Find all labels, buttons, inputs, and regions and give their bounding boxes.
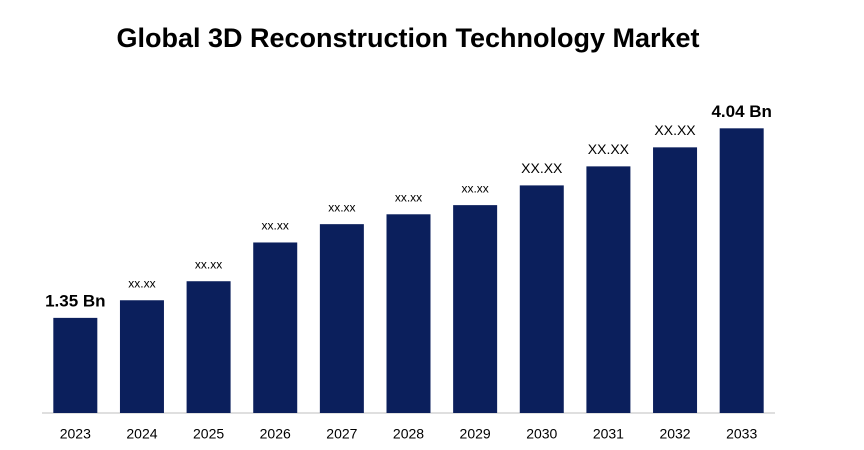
bar	[453, 205, 498, 413]
x-tick-label: 2032	[659, 426, 690, 442]
data-label: XX.XX	[588, 141, 630, 157]
bar	[653, 147, 698, 414]
bar	[319, 224, 364, 413]
data-label: 1.35 Bn	[45, 291, 105, 310]
bar	[719, 128, 764, 413]
data-label: 4.04 Bn	[711, 102, 771, 121]
data-label: xx.xx	[461, 181, 488, 195]
data-label: xx.xx	[395, 190, 422, 204]
bar	[519, 185, 564, 413]
data-label: xx.xx	[128, 276, 155, 290]
x-tick-label: 2027	[326, 426, 357, 442]
bar	[253, 242, 298, 413]
x-tick-label: 2033	[726, 426, 757, 442]
bar	[386, 214, 431, 413]
x-tick-label: 2023	[60, 426, 91, 442]
data-label: xx.xx	[195, 257, 222, 271]
x-tick-label: 2030	[526, 426, 557, 442]
x-tick-label: 2028	[393, 426, 424, 442]
x-tick-label: 2025	[193, 426, 224, 442]
bar	[53, 317, 98, 413]
x-tick-label: 2024	[126, 426, 157, 442]
x-tick-label: 2031	[593, 426, 624, 442]
data-label: xx.xx	[262, 219, 289, 233]
data-label: XX.XX	[521, 160, 563, 176]
data-label: XX.XX	[654, 122, 696, 138]
bar	[586, 166, 631, 413]
chart-title: Global 3D Reconstruction Technology Mark…	[116, 23, 699, 53]
data-label: xx.xx	[328, 200, 355, 214]
bar	[119, 300, 164, 413]
x-tick-label: 2029	[460, 426, 491, 442]
bar	[186, 281, 231, 413]
x-tick-label: 2026	[260, 426, 291, 442]
